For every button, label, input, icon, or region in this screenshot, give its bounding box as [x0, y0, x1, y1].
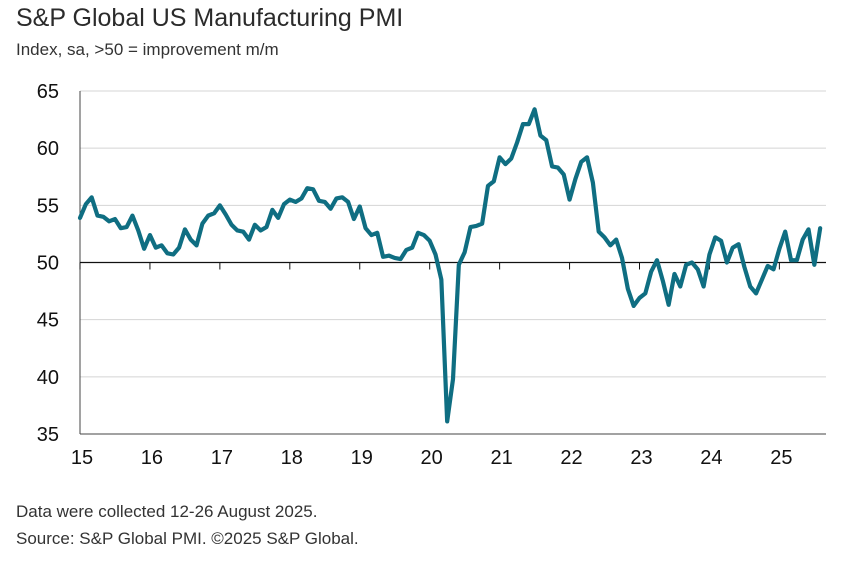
x-tick-label: 16 — [141, 447, 163, 469]
chart-title: S&P Global US Manufacturing PMI — [16, 4, 404, 32]
y-tick-label: 65 — [37, 81, 59, 103]
chart-subtitle: Index, sa, >50 = improvement m/m — [16, 40, 279, 59]
data-collection-note: Data were collected 12-26 August 2025. — [16, 502, 318, 521]
x-tick-label: 23 — [630, 447, 652, 469]
x-tick-label: 17 — [211, 447, 233, 469]
x-tick-label: 21 — [490, 447, 512, 469]
y-tick-label: 45 — [37, 310, 59, 332]
y-tick-label: 60 — [37, 138, 59, 160]
pmi-series-line — [77, 107, 823, 424]
x-tick-label: 19 — [351, 447, 373, 469]
x-tick-label: 22 — [560, 447, 582, 469]
x-tick-label: 18 — [281, 447, 303, 469]
y-tick-label: 40 — [37, 367, 59, 389]
y-tick-label: 55 — [37, 195, 59, 217]
y-tick-label: 50 — [37, 253, 59, 275]
x-tick-label: 24 — [700, 447, 722, 469]
y-tick-label: 35 — [37, 424, 59, 446]
x-tick-label: 15 — [71, 447, 93, 469]
x-tick-label: 20 — [421, 447, 443, 469]
x-tick-label: 25 — [770, 447, 792, 469]
source-note: Source: S&P Global PMI. ©2025 S&P Global… — [16, 529, 359, 548]
